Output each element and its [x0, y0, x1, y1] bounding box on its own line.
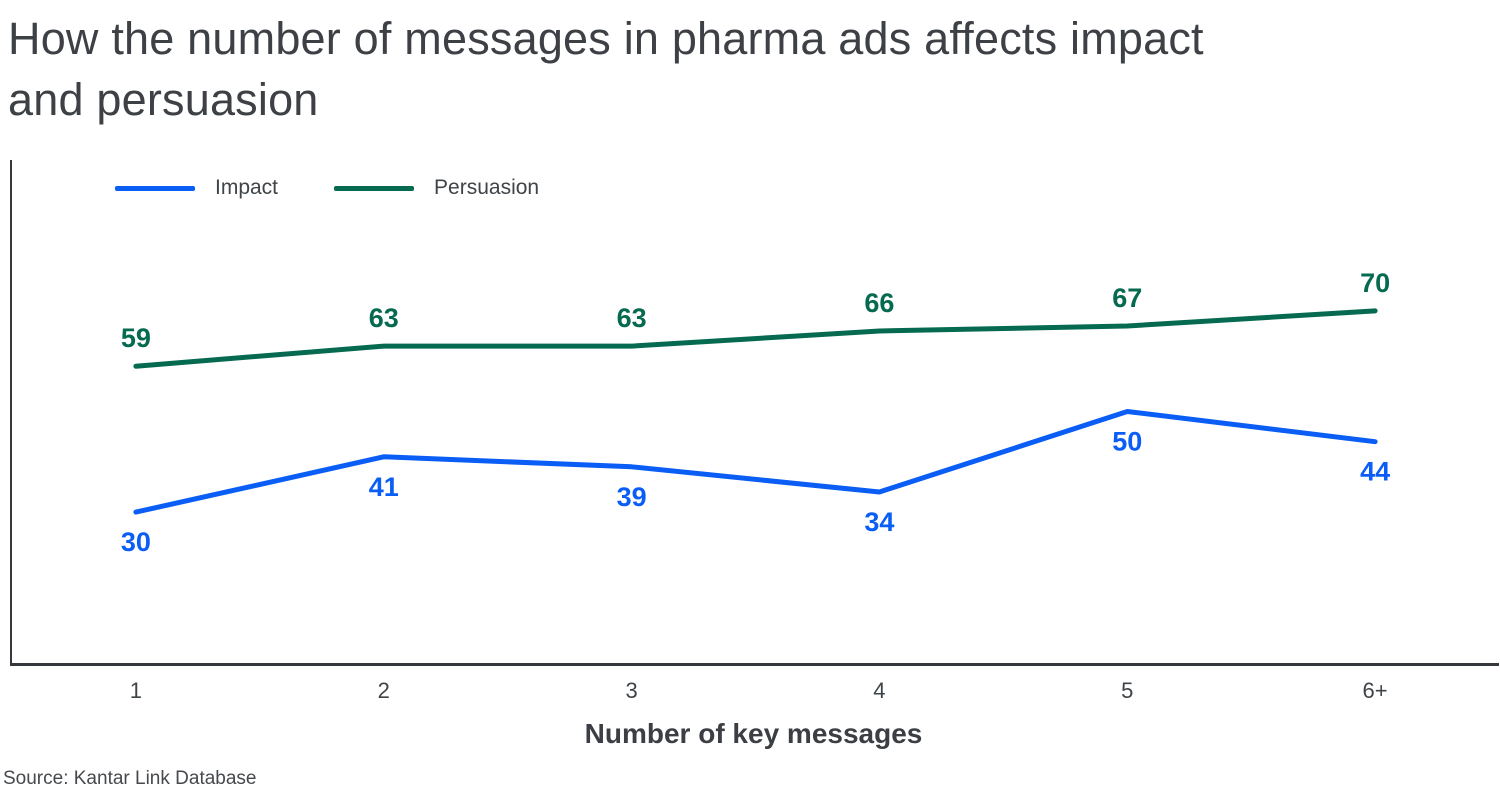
persuasion-line-swatch — [334, 185, 415, 191]
legend-label-impact: Impact — [215, 176, 279, 199]
value-label-impact-3: 39 — [617, 482, 647, 512]
x-tick-6plus: 6+ — [1362, 678, 1388, 703]
plot-area: Impact Persuasion 30 41 39 34 50 44 59 63 63 66 67… — [10, 160, 1499, 666]
legend-item-persuasion: Persuasion — [334, 176, 539, 200]
persuasion-line — [133, 308, 1378, 369]
value-label-impact-2: 41 — [369, 472, 399, 502]
x-tick-4: 4 — [873, 678, 886, 703]
value-label-persuasion-4: 66 — [864, 288, 894, 318]
value-label-persuasion-2: 63 — [369, 303, 399, 333]
x-tick-1: 1 — [129, 678, 143, 703]
impact-line — [133, 409, 1378, 515]
x-axis-title: Number of key messages — [584, 718, 923, 749]
value-label-impact-1: 30 — [121, 527, 151, 557]
chart-title: How the number of messages in pharma ads… — [8, 13, 1204, 126]
legend: Impact Persuasion — [115, 176, 539, 200]
x-tick-5: 5 — [1121, 678, 1134, 703]
legend-item-impact: Impact — [115, 176, 278, 200]
value-label-persuasion-3: 63 — [617, 303, 647, 333]
x-tick-3: 3 — [625, 678, 638, 703]
value-label-impact-6+: 44 — [1360, 457, 1390, 487]
value-label-impact-4: 34 — [864, 507, 894, 537]
value-label-persuasion-6+: 70 — [1360, 268, 1390, 298]
value-label-persuasion-5: 67 — [1112, 283, 1142, 313]
chart-svg: 30 41 39 34 50 44 59 63 63 66 67 70 — [121, 268, 1390, 557]
value-label-impact-5: 50 — [1112, 427, 1142, 457]
impact-line-swatch — [115, 185, 195, 191]
value-label-persuasion-1: 59 — [121, 323, 151, 353]
x-axis-ticks: 1 2 3 4 5 6+ — [12, 678, 1499, 704]
x-tick-2: 2 — [377, 678, 390, 703]
source-note: Source: Kantar Link Database — [3, 768, 257, 789]
legend-label-persuasion: Persuasion — [434, 176, 540, 199]
